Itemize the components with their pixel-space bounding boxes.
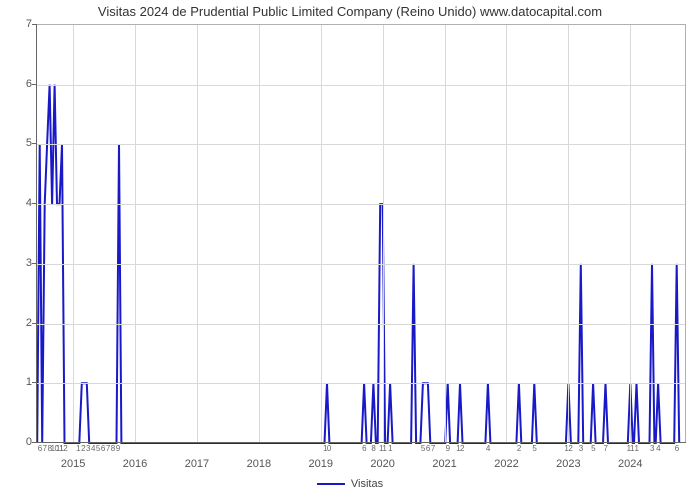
x-minor-label: 3 [650, 444, 654, 453]
x-gridline [73, 25, 74, 442]
y-tick-label: 2 [4, 317, 32, 329]
x-minor-label: 3 [86, 444, 90, 453]
x-minor-label: 6 [101, 444, 105, 453]
x-minor-label: 4 [91, 444, 95, 453]
x-gridline [383, 25, 384, 442]
x-minor-label: 1 [634, 444, 638, 453]
x-minor-label: 6 [362, 444, 366, 453]
y-tick-label: 3 [4, 257, 32, 269]
x-minor-label: 11 [379, 444, 386, 453]
chart-title: Visitas 2024 de Prudential Public Limite… [0, 4, 700, 19]
x-minor-label: 6 [675, 444, 679, 453]
y-tick-mark [32, 24, 36, 25]
x-year-label: 2022 [494, 458, 518, 470]
x-minor-label: 4 [656, 444, 660, 453]
x-minor-label: 2 [517, 444, 521, 453]
y-tick-label: 0 [4, 436, 32, 448]
x-minor-label: 12 [456, 444, 464, 453]
y-gridline [36, 85, 685, 86]
y-tick-label: 1 [4, 376, 32, 388]
x-gridline [259, 25, 260, 442]
x-gridline [506, 25, 507, 442]
x-axis [36, 442, 686, 443]
legend-label: Visitas [351, 478, 383, 490]
legend: Visitas [0, 478, 700, 490]
y-tick-label: 5 [4, 137, 32, 149]
x-minor-label: 3 [579, 444, 583, 453]
y-gridline [36, 324, 685, 325]
x-minor-label: 7 [604, 444, 608, 453]
x-minor-label: 5 [96, 444, 100, 453]
y-tick-label: 4 [4, 197, 32, 209]
x-year-label: 2019 [309, 458, 333, 470]
y-tick-label: 6 [4, 78, 32, 90]
x-year-label: 2020 [370, 458, 394, 470]
x-gridline [630, 25, 631, 442]
x-minor-label: 10 [323, 444, 331, 453]
legend-swatch [317, 483, 345, 485]
x-year-label: 2024 [618, 458, 642, 470]
x-minor-label: 6 [38, 444, 42, 453]
x-year-label: 2018 [247, 458, 271, 470]
x-minor-label: 12 [59, 444, 67, 453]
x-year-label: 2023 [556, 458, 580, 470]
y-tick-mark [32, 203, 36, 204]
y-tick-mark [32, 263, 36, 264]
visits-chart: Visitas 2024 de Prudential Public Limite… [0, 0, 700, 500]
x-minor-label: 11 [627, 444, 634, 453]
x-minor-label: 9 [116, 444, 120, 453]
y-tick-mark [32, 382, 36, 383]
x-year-label: 2021 [432, 458, 456, 470]
y-tick-mark [32, 84, 36, 85]
x-minor-label: 2 [81, 444, 85, 453]
y-tick-mark [32, 143, 36, 144]
x-gridline [445, 25, 446, 442]
series-line [36, 25, 686, 443]
x-minor-label: 1 [76, 444, 80, 453]
x-gridline [197, 25, 198, 442]
x-minor-label: 7 [43, 444, 47, 453]
y-tick-mark [32, 442, 36, 443]
y-gridline [36, 383, 685, 384]
x-minor-label: 8 [111, 444, 115, 453]
y-axis [36, 24, 37, 442]
x-year-label: 2017 [185, 458, 209, 470]
y-tick-label: 7 [4, 18, 32, 30]
x-minor-label: 9 [446, 444, 450, 453]
y-gridline [36, 144, 685, 145]
x-year-label: 2015 [61, 458, 85, 470]
x-minor-label: 5 [421, 444, 425, 453]
x-minor-label: 5 [591, 444, 595, 453]
x-minor-label: 5 [532, 444, 536, 453]
x-minor-label: 7 [431, 444, 435, 453]
x-year-label: 2016 [123, 458, 147, 470]
x-minor-label: 6 [426, 444, 430, 453]
x-gridline [135, 25, 136, 442]
x-gridline [321, 25, 322, 442]
x-minor-label: 8 [371, 444, 375, 453]
x-gridline [568, 25, 569, 442]
y-gridline [36, 204, 685, 205]
x-minor-label: 4 [486, 444, 490, 453]
x-minor-label: 1 [388, 444, 392, 453]
y-tick-mark [32, 323, 36, 324]
y-gridline [36, 264, 685, 265]
x-minor-label: 7 [106, 444, 110, 453]
plot-area [36, 24, 686, 442]
x-minor-label: 12 [564, 444, 572, 453]
